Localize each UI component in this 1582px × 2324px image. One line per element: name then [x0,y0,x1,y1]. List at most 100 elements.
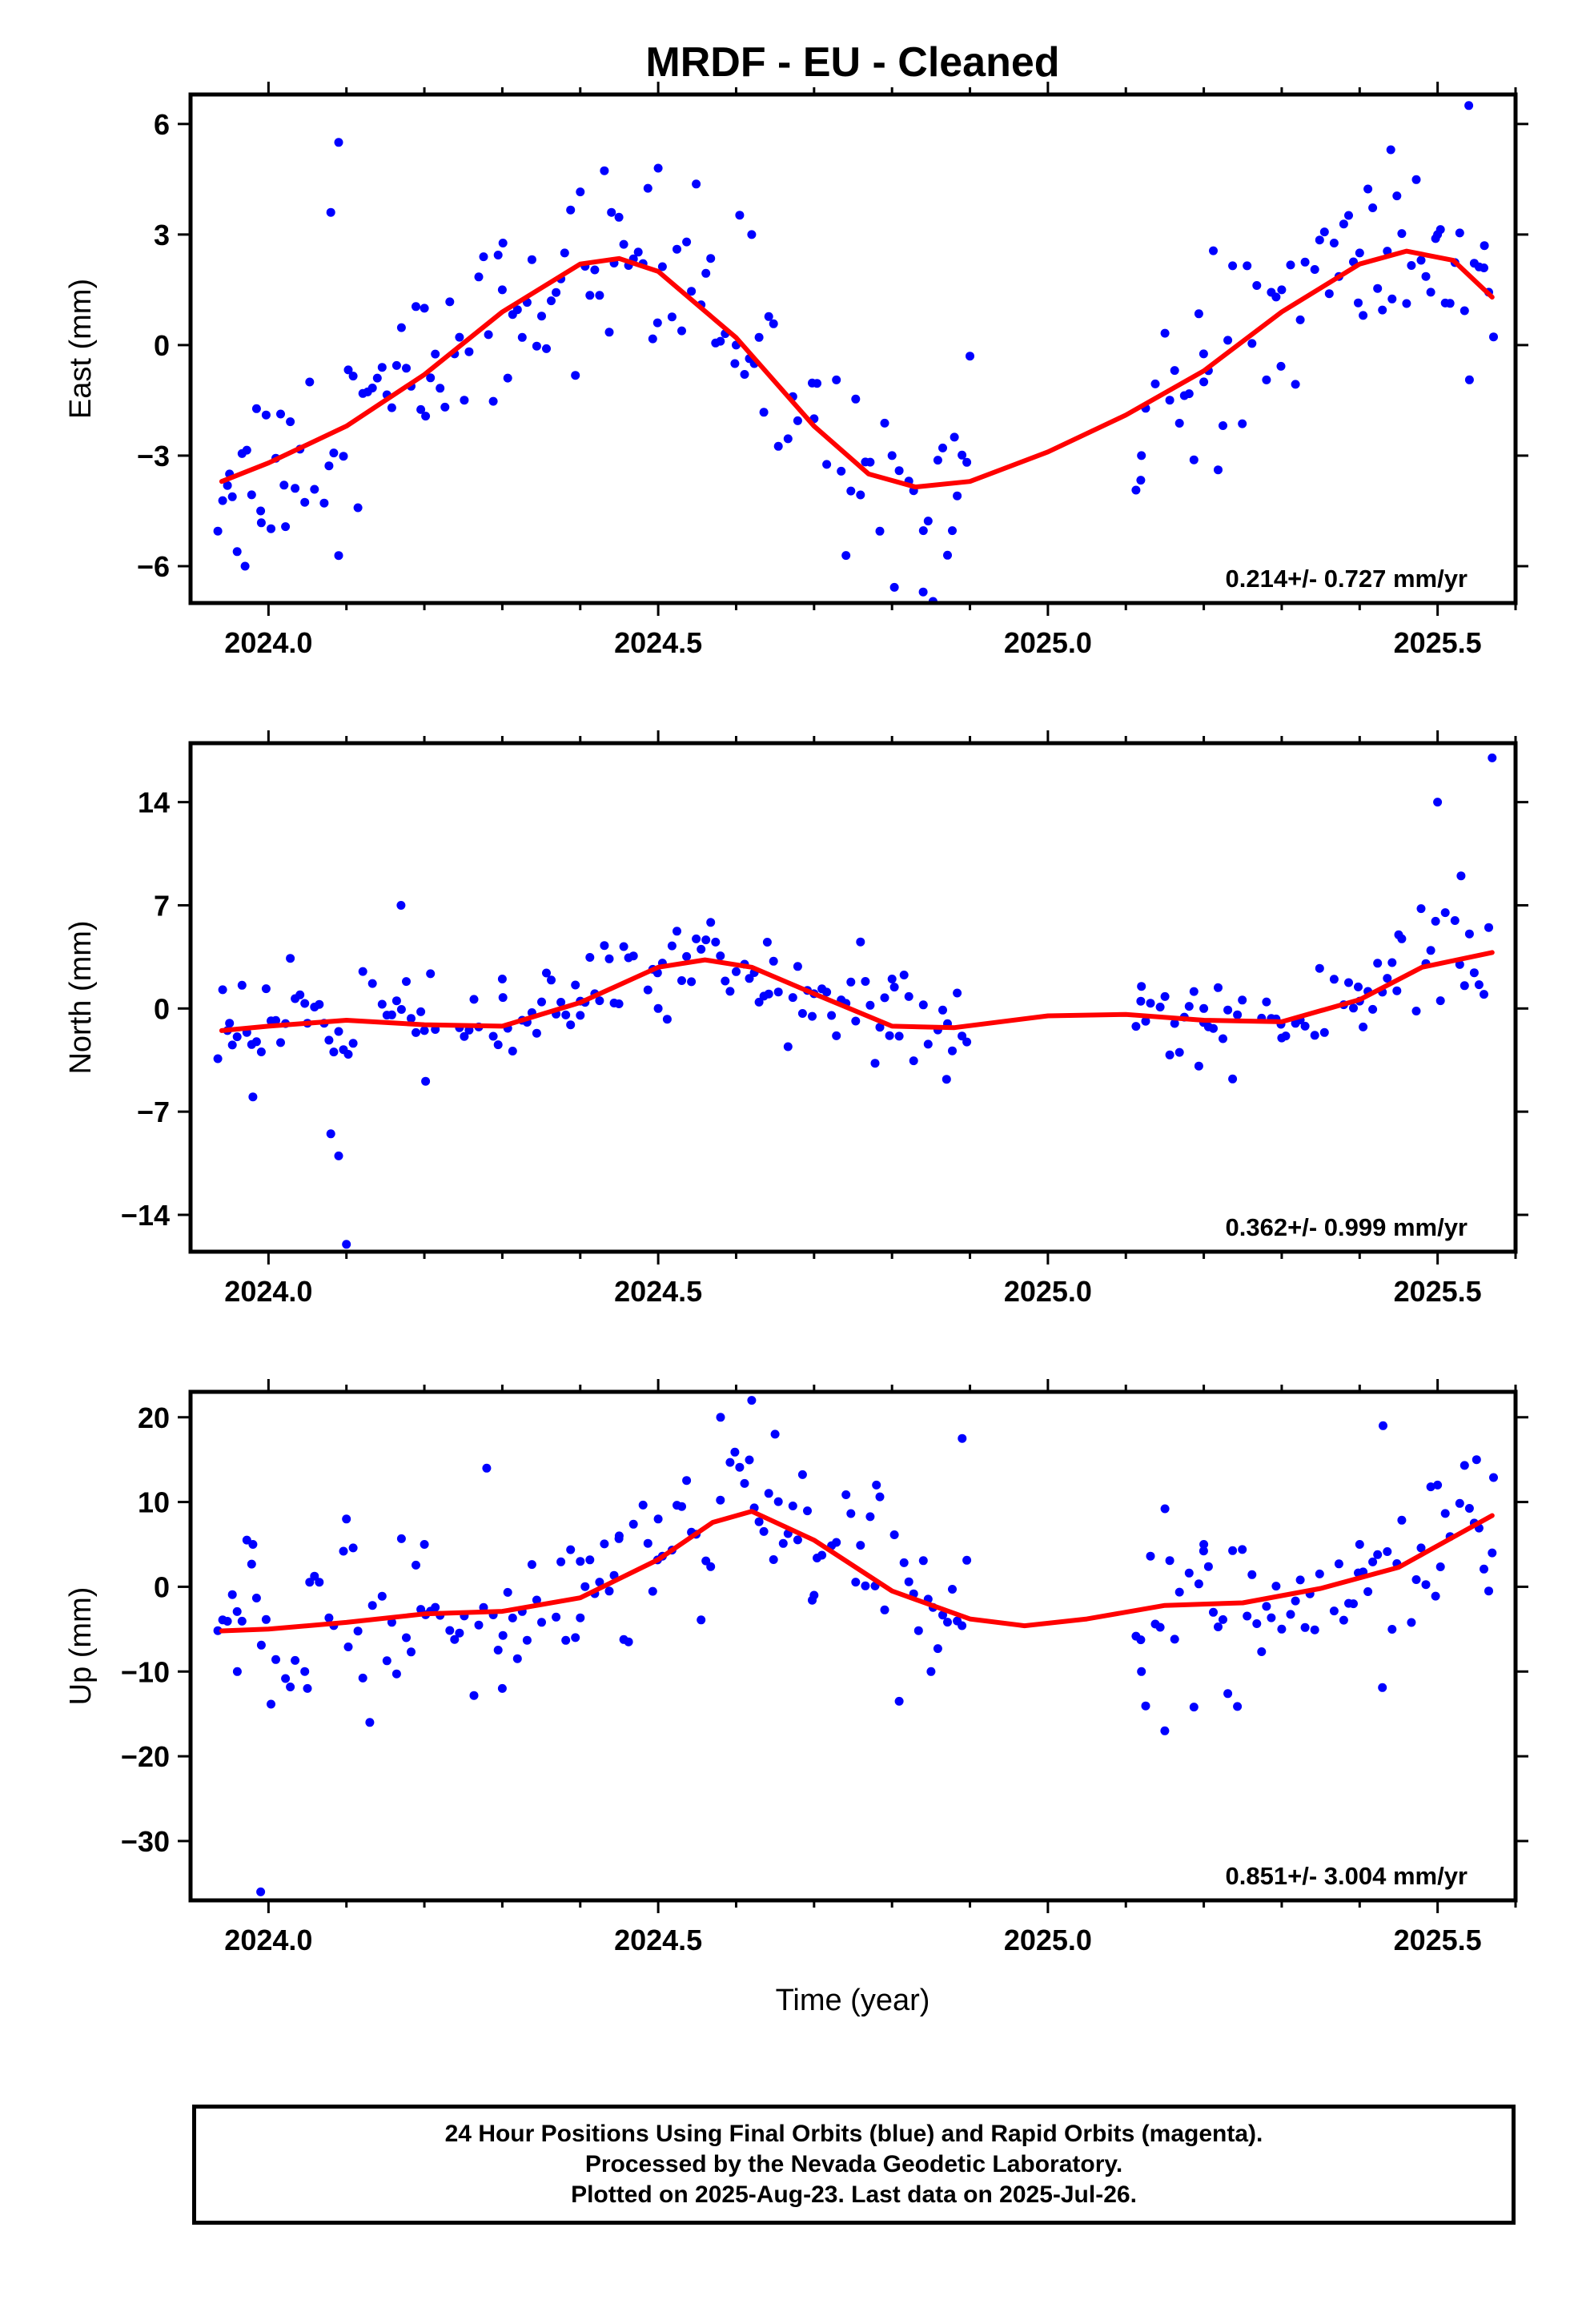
data-point [232,1606,242,1616]
data-point [923,517,933,526]
data-point [1160,328,1170,338]
data-point [1286,1610,1295,1619]
data-point [1368,203,1378,212]
data-point [706,918,716,927]
data-point [913,1626,923,1635]
data-point [1310,1031,1319,1040]
x-tick-label: 2024.5 [614,1275,702,1308]
data-point [701,1556,711,1566]
data-point [653,163,663,173]
data-point [1379,1421,1387,1430]
data-point [870,1059,880,1068]
panel-up: 2024.0 2024.5 2025.0 2025.5 −30 −20 −10 0 10 20 Up… [64,1379,1528,1956]
data-point [1484,1586,1493,1596]
data-point [391,360,401,370]
data-point [754,332,764,342]
data-point [887,975,897,983]
data-point [643,183,652,193]
data-point [412,1560,420,1570]
data-point [948,1046,957,1055]
data-point [1223,1689,1233,1699]
data-point [223,1617,232,1626]
data-point [1433,230,1443,239]
data-point [488,1031,498,1041]
data-point [1440,908,1450,918]
data-point [958,1031,967,1041]
data-point [580,1582,590,1591]
data-point [880,418,889,428]
data-point [701,935,711,945]
data-point [1433,1480,1443,1490]
data-point [1329,239,1339,247]
data-point [497,975,507,983]
data-point [300,497,310,507]
data-point [305,377,315,387]
data-point [324,1613,334,1622]
data-point [716,1495,725,1505]
data-point [1489,332,1498,342]
data-point [517,332,527,342]
data-point [783,434,793,444]
data-point [498,239,508,247]
data-point [445,1626,455,1635]
data-point [764,1489,773,1498]
data-point [1170,1634,1179,1644]
data-point [527,255,536,264]
data-point [904,991,913,1001]
data-point [923,1039,933,1049]
data-point [326,207,335,217]
data-point [576,1011,585,1020]
data-point [460,1031,469,1041]
data-point [788,1502,797,1510]
data-point [1277,1033,1287,1043]
data-point [365,1718,375,1727]
data-point [856,937,865,947]
y-tick-label: 6 [154,108,170,141]
data-point [909,1056,918,1066]
data-point [213,1054,223,1063]
data-point [788,993,797,1003]
data-point [1300,1622,1310,1632]
x-tick-label: 2025.5 [1394,1924,1482,1956]
data-point [682,237,692,247]
data-point [342,1514,351,1524]
data-point [474,272,484,282]
data-point [1329,975,1339,984]
data-point [851,394,861,404]
data-point [1407,261,1416,270]
data-point [735,1462,745,1472]
data-point [1378,305,1387,315]
data-point [1131,1022,1141,1031]
data-point [673,244,681,254]
x-tick-label: 2025.0 [1004,1275,1092,1308]
data-point [1431,916,1440,926]
data-point [822,460,832,469]
y-tick-label: −20 [121,1740,170,1773]
data-point [652,318,662,328]
data-point [1243,1611,1252,1621]
data-point [1174,1587,1184,1597]
data-point [633,247,643,257]
data-point [943,1618,952,1627]
panel-north: 2024.0 2024.5 2025.0 2025.5 −14 −7 0 7 14 North (… [64,730,1528,1308]
data-point [1295,315,1305,324]
data-point [938,1610,947,1620]
data-point [880,993,889,1003]
data-point [667,312,677,322]
data-point [329,1047,339,1057]
data-point [503,373,512,383]
data-point [797,1009,807,1018]
data-point [1469,968,1479,978]
data-point [407,1647,416,1657]
data-point [1155,1003,1165,1011]
data-point [426,373,436,383]
data-point [571,371,580,380]
data-point [561,1010,571,1019]
data-point [677,1502,686,1511]
data-point [348,1543,358,1553]
data-point [1378,1683,1387,1692]
data-point [773,1497,783,1506]
data-point [711,937,721,947]
data-point [1131,485,1141,495]
